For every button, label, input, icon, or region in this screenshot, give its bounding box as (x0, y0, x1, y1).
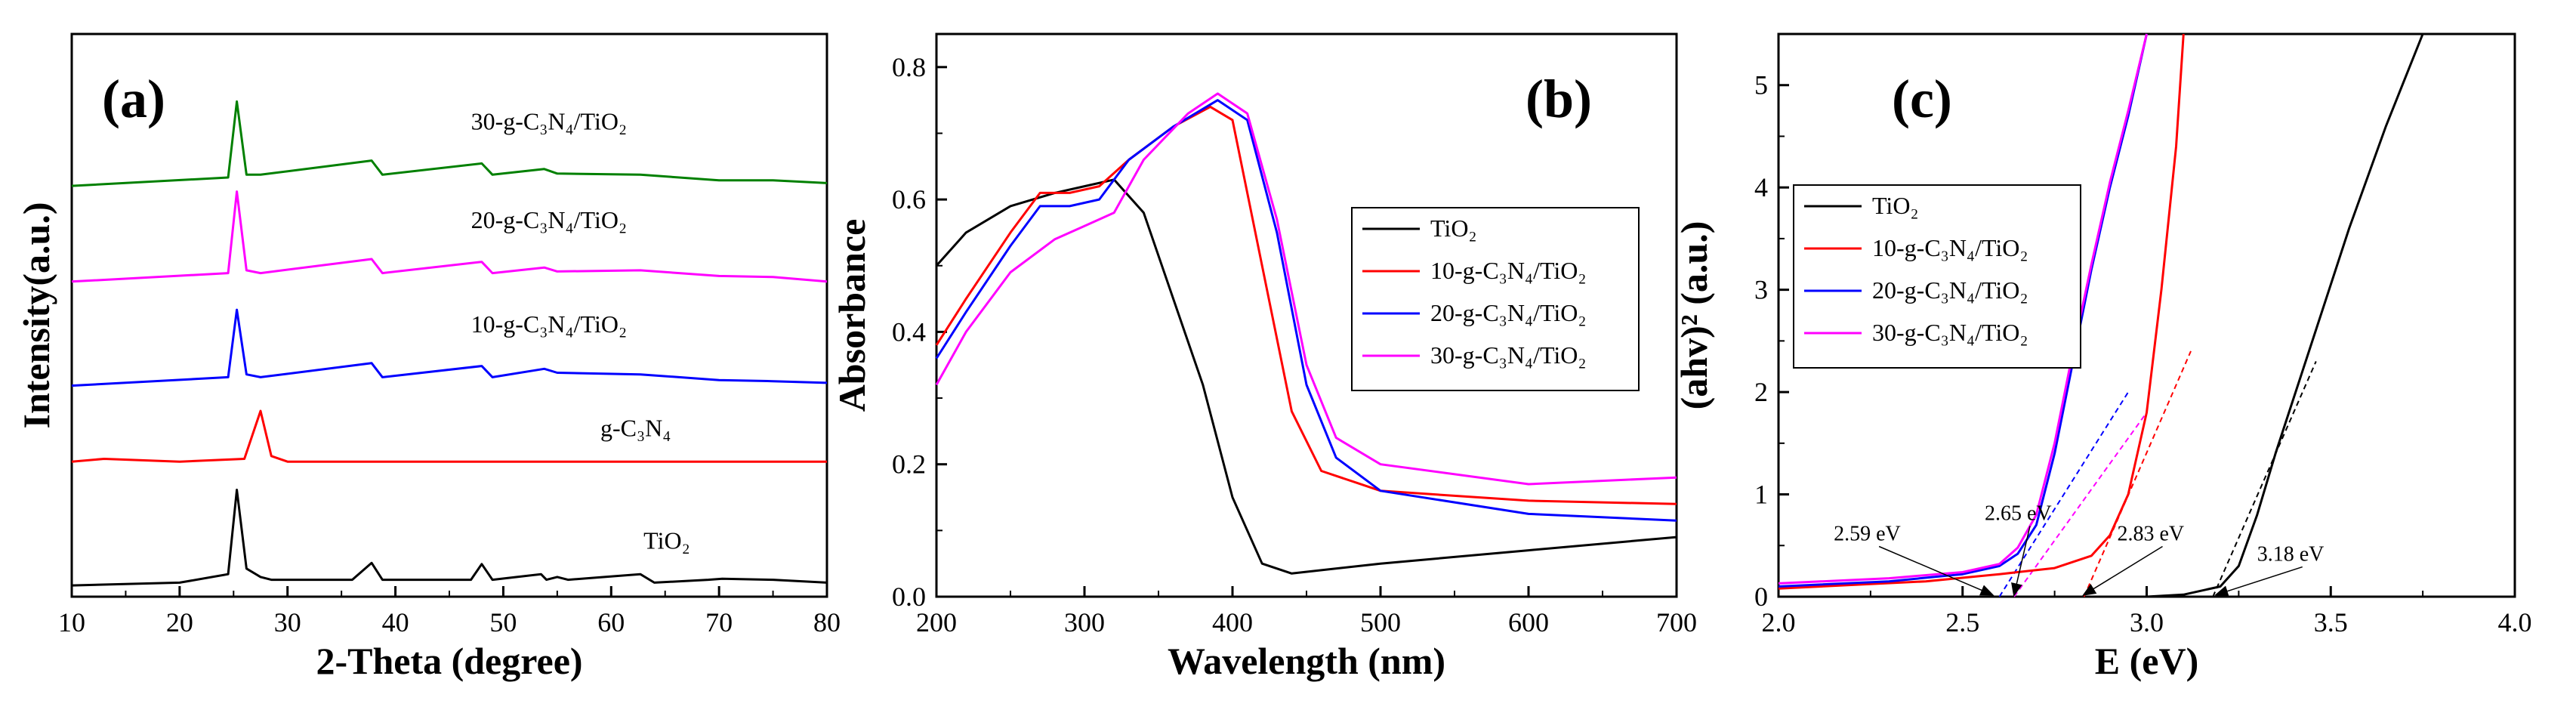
x-tick-label: 80 (813, 607, 841, 637)
bandgap-annotation: 2.59 eV (1834, 523, 1901, 546)
series-line-TiO2 (71, 489, 828, 587)
x-tick-label: 3.5 (2314, 607, 2348, 637)
annotation-arrow (2214, 566, 2303, 597)
series-line-10-g-C3N4/TiO2 (71, 308, 828, 387)
bandgap-annotation: 3.18 eV (2257, 543, 2325, 566)
x-tick-label: 3.0 (2130, 607, 2164, 637)
x-tick-label: 30 (274, 607, 301, 637)
panel-label: (c) (1892, 69, 1952, 129)
annotation-arrow (1878, 545, 1994, 596)
panel-label: (b) (1526, 69, 1592, 129)
series-line-TiO2 (935, 178, 1677, 575)
legend-entry: 30-g-C₃N₄/TiO₂ (1430, 341, 1587, 369)
bandgap-annotation: 2.65 eV (1985, 502, 2052, 525)
x-tick-label: 60 (597, 607, 625, 637)
x-tick-label: 2.0 (1762, 607, 1796, 637)
panel-b: 200 300 400 500 600 700 0.0 0.2 0.4 0.6 0.8 Wavelen… (831, 32, 1697, 682)
series-line-30-g-C3N4/TiO2 (1778, 33, 2148, 585)
x-tick-label: 500 (1360, 607, 1401, 637)
x-tick-label: 700 (1656, 607, 1697, 637)
x-axis-label: Wavelength (nm) (1168, 640, 1445, 682)
x-tick-label: 200 (916, 607, 957, 637)
tangent-line (2013, 412, 2148, 597)
y-tick-label: 3 (1754, 275, 1768, 305)
x-tick-label: 400 (1212, 607, 1253, 637)
x-axis-label: E (eV) (2095, 640, 2198, 682)
x-axis-label: 2-Theta (degree) (316, 640, 582, 682)
series-line-20-g-C3N4/TiO2 (71, 190, 828, 283)
series-line-TiO2 (2146, 33, 2424, 598)
legend-entry: 20-g-C₃N₄/TiO₂ (1872, 276, 2028, 304)
plot-frame (70, 32, 828, 598)
x-tick-label: 4.0 (2498, 607, 2532, 637)
x-tick-label: 40 (382, 607, 409, 637)
curve-label: g-C₃N₄ (600, 415, 671, 442)
series-line-20-g-C3N4/TiO2 (1778, 33, 2148, 588)
x-tick-label: 10 (58, 607, 85, 637)
x-tick-label: 50 (489, 607, 517, 637)
annotation-arrow (2011, 526, 2031, 597)
x-tick-label: 300 (1064, 607, 1105, 637)
curve-label: TiO₂ (643, 527, 690, 554)
series-line-20-g-C3N4/TiO2 (935, 99, 1677, 522)
y-axis-label: (ahv)² (a.u.) (1673, 221, 1715, 410)
series-line-10-g-C3N4/TiO2 (1778, 33, 2185, 590)
y-tick-label: 0.2 (892, 449, 926, 480)
legend-box (1351, 207, 1640, 391)
x-tick-label: 600 (1508, 607, 1549, 637)
tangent-line (2212, 361, 2317, 597)
legend-entry: 30-g-C₃N₄/TiO₂ (1872, 319, 2028, 346)
annotation-arrow (2082, 545, 2163, 596)
tangent-line (2083, 350, 2192, 597)
legend-entry: 20-g-C₃N₄/TiO₂ (1430, 299, 1587, 326)
y-tick-label: 0.0 (892, 582, 926, 612)
legend-entry: TiO₂ (1430, 215, 1477, 242)
legend-entry: TiO₂ (1872, 192, 1919, 219)
panel-label: (a) (102, 69, 165, 129)
panel-a: 10 20 30 40 50 60 70 80 2-Theta (degree) Intensit… (15, 32, 841, 682)
x-tick-label: 70 (705, 607, 733, 637)
x-tick-label: 2.5 (1945, 607, 1979, 637)
y-tick-label: 2 (1754, 377, 1768, 407)
curve-label: 10-g-C₃N₄/TiO₂ (471, 310, 628, 338)
tangent-line (1998, 391, 2129, 597)
y-tick-label: 0.4 (892, 316, 926, 347)
series-line-g-C3N4 (71, 409, 827, 463)
y-axis-label: Absorbance (831, 219, 873, 412)
y-tick-label: 5 (1754, 70, 1768, 100)
x-tick-label: 20 (166, 607, 193, 637)
series-line-30-g-C3N4/TiO2 (935, 92, 1677, 486)
y-axis-label: Intensity(a.u.) (15, 202, 57, 428)
legend-entry: 10-g-C₃N₄/TiO₂ (1872, 234, 2028, 261)
series-line-30-g-C3N4/TiO2 (71, 100, 828, 187)
curve-label: 20-g-C₃N₄/TiO₂ (471, 206, 628, 233)
y-tick-label: 4 (1754, 172, 1768, 202)
curve-label: 30-g-C₃N₄/TiO₂ (471, 108, 628, 135)
legend-entry: 10-g-C₃N₄/TiO₂ (1430, 257, 1587, 284)
bandgap-annotation: 2.83 eV (2118, 523, 2185, 546)
panel-c: 2.0 2.5 3.0 3.5 4.0 0 1 2 3 4 5 E (eV) (ahv)² (a.u.)… (1673, 32, 2532, 682)
y-tick-label: 0.6 (892, 184, 926, 215)
legend-box (1793, 184, 2081, 369)
y-tick-label: 0 (1754, 582, 1768, 612)
y-tick-label: 0.8 (892, 52, 926, 82)
y-tick-label: 1 (1754, 480, 1768, 510)
